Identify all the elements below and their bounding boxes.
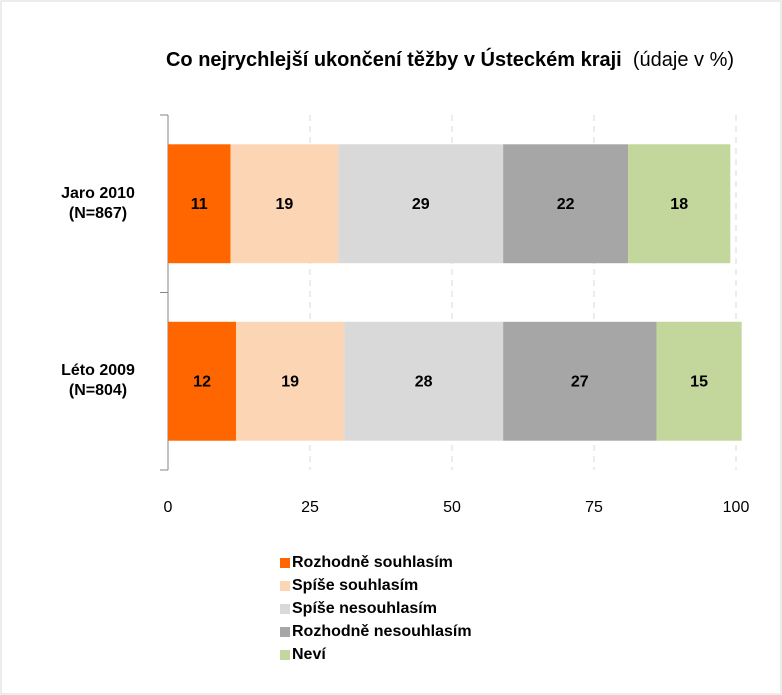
bar-segment (503, 321, 657, 441)
y-tick-label: Léto 2009 (N=804) (61, 362, 135, 400)
data-label: 15 (690, 373, 708, 390)
legend-swatch (280, 581, 290, 591)
legend-label: Rozhodně nesouhlasím (292, 623, 472, 640)
data-label: 19 (276, 196, 294, 213)
bar-segment (168, 321, 237, 441)
bar-segment (344, 321, 504, 441)
legend-label: Spíše souhlasím (292, 577, 418, 594)
data-label: 27 (571, 373, 589, 390)
chart-title-block: Co nejrychlejší ukončení těžby v Ústecké… (150, 46, 750, 74)
x-tick-label: 100 (723, 499, 750, 516)
bar-segment (628, 144, 731, 264)
bar-segment (338, 144, 504, 264)
data-label: 29 (412, 196, 430, 213)
legend-label: Rozhodně souhlasím (292, 554, 453, 571)
data-label: 12 (193, 373, 211, 390)
legend-swatch (280, 650, 290, 660)
legend-swatch (280, 558, 290, 568)
x-tick-label: 25 (301, 499, 319, 516)
legend-swatch (280, 604, 290, 614)
chart-title: Co nejrychlejší ukončení těžby v Ústecké… (165, 49, 622, 71)
legend-label: Spíše nesouhlasím (292, 600, 437, 617)
bar-segment (503, 144, 629, 264)
bar-segment (230, 144, 339, 264)
legend-swatch (280, 627, 290, 637)
legend-label: Neví (292, 646, 326, 663)
data-label: 28 (415, 373, 433, 390)
bar-segment (656, 321, 742, 441)
data-label: 11 (191, 196, 208, 213)
bar-segment (236, 321, 345, 441)
data-label: 18 (670, 196, 688, 213)
x-tick-label: 75 (585, 499, 603, 516)
x-tick-label: 50 (443, 499, 461, 516)
y-tick-label: Jaro 2010 (N=867) (61, 184, 135, 222)
data-label: 22 (557, 196, 575, 213)
x-tick-label: 0 (164, 499, 173, 516)
chart-subtitle: (údaje v %) (632, 49, 735, 71)
data-label: 19 (281, 373, 299, 390)
bar-segment (168, 144, 231, 264)
